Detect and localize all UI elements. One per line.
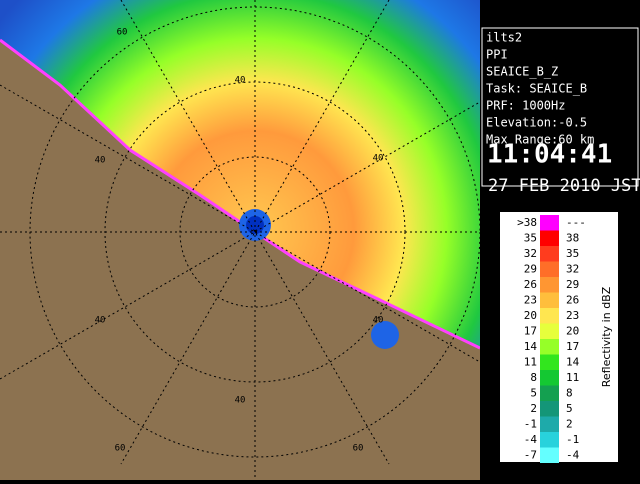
legend-high: -1 <box>566 433 579 446</box>
info-line: Max Range:60 km <box>486 133 594 147</box>
legend-high: 32 <box>566 263 579 276</box>
legend-high: 20 <box>566 325 579 338</box>
legend-swatch <box>540 385 559 401</box>
info-line: PRF: 1000Hz <box>486 99 565 113</box>
azimuth-line <box>120 0 390 465</box>
legend-swatch <box>540 354 559 370</box>
range-label: 60 <box>117 28 128 38</box>
land <box>0 40 480 480</box>
range-label: 40 <box>373 154 384 164</box>
azimuth-line <box>0 84 480 363</box>
time-text: 11:04:41 <box>487 140 612 170</box>
range-label: 40 <box>235 76 246 86</box>
date-text: 27 FEB 2010 JST <box>488 176 640 196</box>
legend-high: 17 <box>566 340 579 353</box>
range-label: 40 <box>373 316 384 326</box>
legend-low: 2 <box>530 402 537 415</box>
info-box <box>481 27 639 187</box>
legend-swatch <box>540 261 559 277</box>
range-rings <box>0 0 480 480</box>
legend-low: 14 <box>524 340 538 353</box>
echo-patch <box>371 321 399 349</box>
legend-low: -4 <box>524 433 538 446</box>
legend-low: -1 <box>524 418 537 431</box>
range-label: 40 <box>95 156 106 166</box>
legend-high: 8 <box>566 387 573 400</box>
info-line: PPI <box>486 48 508 62</box>
legend-low: 17 <box>524 325 537 338</box>
legend-swatch <box>540 215 559 231</box>
range-label: 40 <box>235 396 246 406</box>
legend-low: -7 <box>524 449 537 462</box>
legend-high: 14 <box>566 356 580 369</box>
legend-high: 35 <box>566 247 579 260</box>
legend-swatch <box>540 308 559 324</box>
legend-high: 38 <box>566 232 579 245</box>
legend-low: 26 <box>524 278 537 291</box>
info-line: Task: SEAICE_B <box>486 82 587 96</box>
legend-low: 32 <box>524 247 537 260</box>
azimuth-line <box>0 101 480 380</box>
legend-low: 8 <box>530 371 537 384</box>
legend-high: 11 <box>566 371 579 384</box>
legend-swatch <box>540 277 559 293</box>
legend-swatch <box>540 447 559 463</box>
range-label: 60 <box>115 444 126 454</box>
legend-swatch <box>540 323 559 339</box>
info-line: Elevation:-0.5 <box>486 116 587 130</box>
legend-swatch <box>540 370 559 386</box>
info-line: SEAICE_B_Z <box>486 65 558 79</box>
azimuth-line <box>120 0 390 465</box>
legend-low: 11 <box>524 356 537 369</box>
legend-high: -4 <box>566 449 580 462</box>
legend-swatch <box>540 230 559 246</box>
legend-high: --- <box>566 216 586 229</box>
legend-swatch <box>540 339 559 355</box>
legend-low: >38 <box>517 216 537 229</box>
legend-swatch <box>540 292 559 308</box>
legend-swatch <box>540 432 559 448</box>
legend-high: 29 <box>566 278 579 291</box>
legend-low: 20 <box>524 309 537 322</box>
legend-high: 26 <box>566 294 579 307</box>
coast-echo <box>0 38 480 350</box>
radar-image <box>0 0 480 480</box>
legend-low: 23 <box>524 294 537 307</box>
legend-low: 29 <box>524 263 537 276</box>
legend-high: 23 <box>566 309 579 322</box>
legend-swatch <box>540 401 559 417</box>
legend-low: 35 <box>524 232 537 245</box>
legend-title: Reflectivity in dBZ <box>600 286 613 387</box>
range-label: 40 <box>95 316 106 326</box>
legend-high: 5 <box>566 402 573 415</box>
legend-swatch <box>540 416 559 432</box>
legend-low: 5 <box>530 387 537 400</box>
legend-high: 2 <box>566 418 573 431</box>
legend-swatch <box>540 246 559 262</box>
range-label: 60 <box>353 444 364 454</box>
info-line: ilts2 <box>486 31 522 45</box>
